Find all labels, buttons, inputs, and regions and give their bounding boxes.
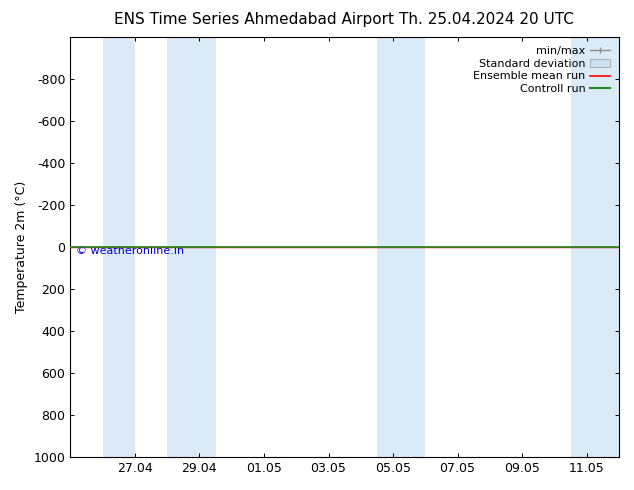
Text: © weatheronline.in: © weatheronline.in bbox=[76, 246, 184, 256]
Bar bbox=[167, 37, 216, 457]
Bar bbox=[103, 37, 135, 457]
Legend: min/max, Standard deviation, Ensemble mean run, Controll run: min/max, Standard deviation, Ensemble me… bbox=[470, 43, 614, 98]
Y-axis label: Temperature 2m (°C): Temperature 2m (°C) bbox=[15, 181, 28, 313]
Bar bbox=[377, 37, 425, 457]
Bar bbox=[571, 37, 619, 457]
Text: Th. 25.04.2024 20 UTC: Th. 25.04.2024 20 UTC bbox=[399, 12, 574, 27]
Text: ENS Time Series Ahmedabad Airport: ENS Time Series Ahmedabad Airport bbox=[114, 12, 394, 27]
